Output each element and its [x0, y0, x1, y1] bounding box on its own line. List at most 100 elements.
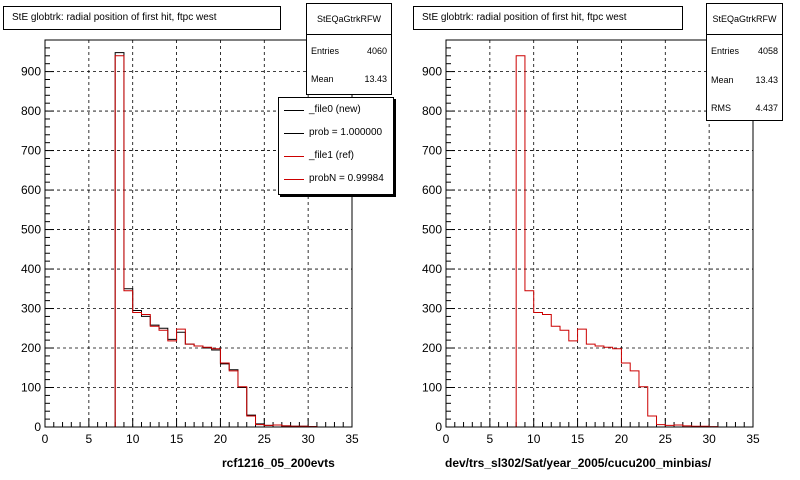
right-x-tick-label: 0 [443, 432, 450, 446]
right-series-0-bin [551, 326, 560, 427]
right-series-0-bin [525, 291, 534, 427]
left-stats-entries-label: Entries [311, 46, 340, 56]
left-x-tick-label: 35 [345, 432, 359, 446]
left-stats-box: StEQaGtrkRFW Entries 4060 Mean 13.43 [306, 3, 392, 95]
right-x-axis-label: dev/trs_sl302/Sat/year_2005/cucu200_minb… [445, 456, 712, 470]
left-series-1-bin [185, 344, 194, 427]
left-series-0-bin [220, 364, 229, 427]
legend-label-prob: prob = 1.000000 [309, 127, 383, 138]
left-y-tick-label: 300 [21, 302, 41, 316]
left-series-0-bin [141, 316, 150, 427]
right-y-tick-label: 0 [435, 420, 442, 434]
left-y-tick-label: 100 [21, 381, 41, 395]
right-stats-name: StEQaGtrkRFW [707, 4, 782, 35]
right-x-tick-label: 25 [659, 432, 673, 446]
left-series-1-line [45, 55, 352, 428]
right-y-tick-label: 800 [422, 104, 442, 118]
right-stats-mean-label: Mean [711, 75, 734, 85]
right-y-tick-label: 900 [422, 65, 442, 79]
left-series-0-bin [159, 328, 168, 427]
legend-item-probn: probN = 0.99984 [279, 169, 393, 189]
left-x-tick-label: 20 [214, 432, 228, 446]
legend-label-file0: _file0 (new) [309, 104, 361, 115]
right-series-0-bin [569, 341, 578, 427]
left-series-0-bin [247, 415, 256, 427]
left-series-1-bin [141, 314, 150, 427]
right-x-tick-label: 35 [746, 432, 760, 446]
left-stats-mean-value: 13.43 [364, 74, 387, 84]
legend-line-prob [284, 133, 304, 134]
right-stats-box: StEQaGtrkRFW Entries 4058 Mean 13.43 RMS… [706, 3, 783, 121]
right-y-tick-label: 600 [422, 183, 442, 197]
right-series-0-bin [578, 329, 587, 427]
left-stats-entries-row: Entries 4060 [311, 44, 387, 58]
left-series-1-bin [229, 371, 238, 427]
right-stats-entries-value: 4058 [757, 46, 778, 56]
left-series-0-bin [115, 53, 124, 427]
left-x-tick-label: 30 [301, 432, 315, 446]
left-stats-mean-row: Mean 13.43 [311, 72, 387, 86]
left-series-0-bin [150, 325, 159, 427]
left-series-0-bin [212, 350, 221, 427]
right-stats-mean-value: 13.43 [755, 75, 778, 85]
right-x-tick-label: 15 [571, 432, 585, 446]
left-series-0-bin [194, 346, 203, 427]
right-stats-rms-value: 4.437 [755, 103, 778, 113]
right-series-0-bin [595, 346, 604, 427]
left-title-box: StE globtrk: radial position of first hi… [3, 6, 281, 30]
right-chart-title: StE globtrk: radial position of first hi… [422, 12, 627, 23]
right-histogram: 0 5 10 15 20 25 30 35 0 100 200 300 400 500 600 700 800 9… [422, 39, 760, 446]
right-y-tick-label: 500 [422, 223, 442, 237]
left-x-tick-label: 25 [258, 432, 272, 446]
legend-item-file0: _file0 (new) [279, 100, 393, 120]
right-title-box: StE globtrk: radial position of first hi… [413, 6, 683, 30]
right-x-tick-label: 10 [527, 432, 541, 446]
right-series-0-bin [534, 312, 543, 427]
right-x-tick-label: 5 [487, 432, 494, 446]
left-stats-entries-value: 4060 [366, 46, 387, 56]
right-y-tick-label: 100 [422, 381, 442, 395]
left-series-1-bin [238, 387, 247, 427]
left-y-tick-label: 500 [21, 223, 41, 237]
left-series-0-bin [238, 388, 247, 427]
left-y-tick-label: 0 [34, 420, 41, 434]
left-x-axis-label: rcf1216_05_200evts [222, 456, 335, 470]
left-series-0-bin [124, 289, 133, 427]
right-y-tick-label: 700 [422, 144, 442, 158]
legend-item-file1: _file1 (ref) [279, 146, 393, 166]
left-plot-frame [44, 39, 353, 428]
left-y-tick-label: 700 [21, 144, 41, 158]
left-series-0-bin [133, 311, 142, 427]
left-y-tick-label: 900 [21, 65, 41, 79]
left-series-1-bin [220, 363, 229, 427]
right-series-0-bin [621, 363, 630, 427]
right-y-tick-label: 300 [422, 302, 442, 316]
right-plot-frame [445, 39, 754, 428]
left-series-0-bin [177, 332, 186, 427]
right-series-0-bin [586, 344, 595, 427]
left-histogram: 0 5 10 15 20 25 30 35 0 100 200 300 400 500 600 700 800 9… [21, 39, 359, 446]
left-x-tick-label: 0 [42, 432, 49, 446]
left-stats-mean-label: Mean [311, 74, 334, 84]
left-series-1-bin [177, 329, 186, 427]
right-y-tick-label: 200 [422, 341, 442, 355]
right-x-tick-label: 20 [615, 432, 629, 446]
left-series-1-bin [124, 291, 133, 427]
right-stats-entries-row: Entries 4058 [711, 44, 778, 58]
right-series-0-bin [648, 416, 657, 427]
right-stats-entries-label: Entries [711, 46, 740, 56]
left-series-1-bin [150, 326, 159, 427]
right-x-tick-label: 30 [702, 432, 716, 446]
left-series-1-bin [194, 346, 203, 427]
right-series-0-bin [560, 330, 569, 427]
right-series-0-bin [542, 314, 551, 427]
right-series-0-line [446, 55, 753, 428]
right-stats-rms-label: RMS [711, 103, 731, 113]
legend-label-probn: probN = 0.99984 [309, 173, 384, 184]
right-y-tick-label: 400 [422, 262, 442, 276]
left-y-tick-label: 400 [21, 262, 41, 276]
left-series-1-bin [133, 312, 142, 427]
left-series-0-bin [168, 339, 177, 427]
left-x-tick-label: 5 [86, 432, 93, 446]
